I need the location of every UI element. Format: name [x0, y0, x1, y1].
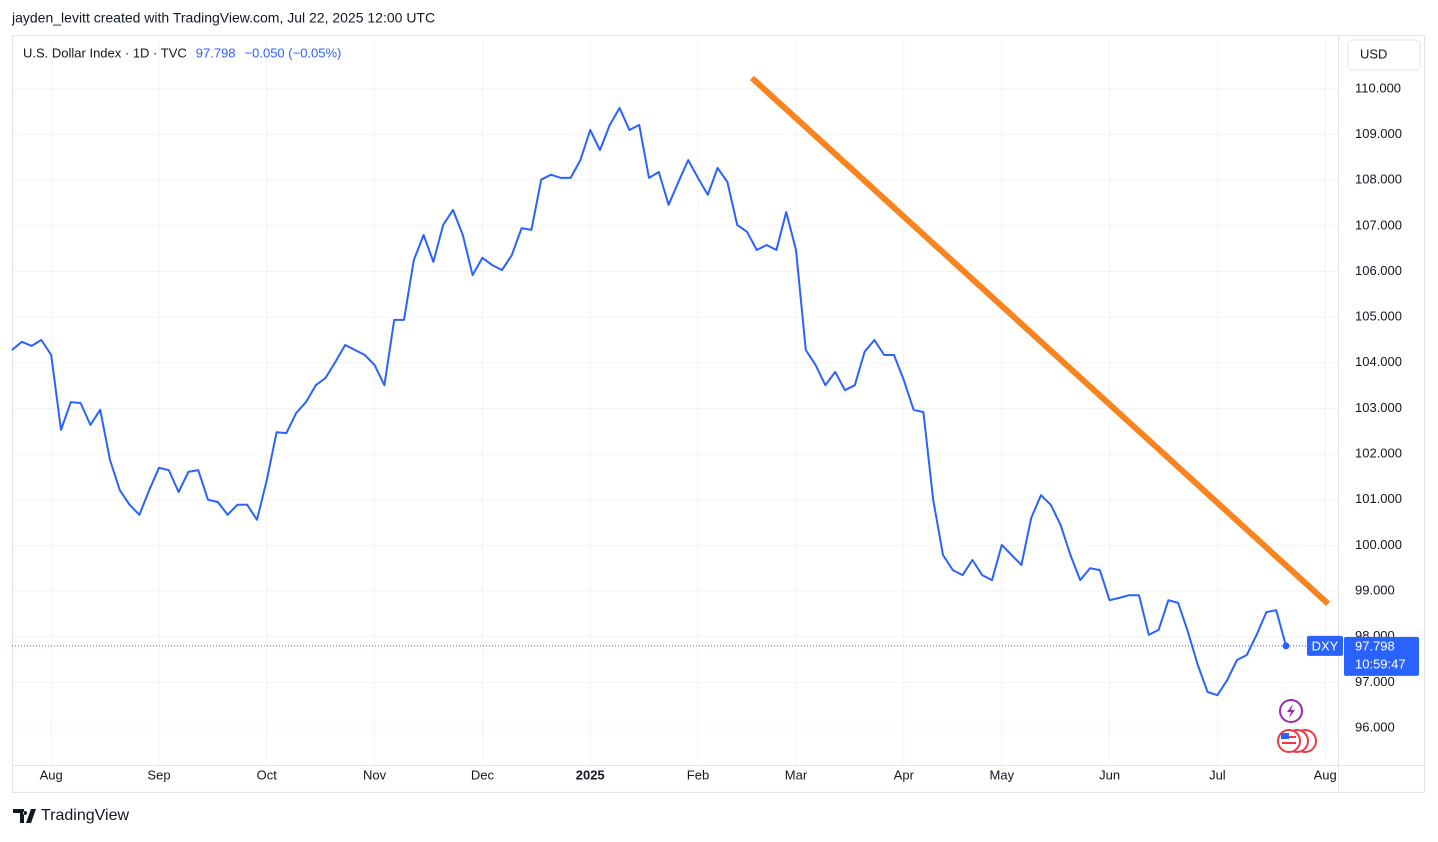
price-badge [1344, 636, 1419, 676]
x-tick-label: Nov [363, 767, 387, 782]
chart-frame [12, 35, 1425, 793]
x-tick-label: Sep [147, 767, 170, 782]
x-tick-label: Aug [40, 767, 63, 782]
y-tick-label: 97.000 [1355, 674, 1395, 689]
header: jayden_levitt created with TradingView.c… [11, 10, 435, 26]
brand-name: TradingView [41, 807, 129, 824]
y-tick-label: 106.000 [1355, 263, 1402, 278]
x-tick-label: Dec [471, 767, 495, 782]
price-label: 97.798 [1355, 638, 1395, 653]
event-icons [1277, 699, 1317, 753]
y-tick-label: 110.000 [1355, 80, 1401, 95]
brand: TradingView [13, 807, 129, 824]
currency-button[interactable] [1347, 39, 1421, 71]
trend-line [749, 75, 1331, 607]
legend-change: −0.050 (−0.05%) [245, 45, 342, 60]
y-tick-label: 109.000 [1355, 126, 1402, 141]
legend-price: 97.798 [196, 45, 236, 60]
y-tick-label: 103.000 [1355, 400, 1402, 415]
last-price-dot [1282, 642, 1290, 650]
x-tick-label: Jun [1099, 767, 1120, 782]
price-line [11, 107, 1287, 697]
x-tick-label: 2025 [576, 767, 605, 782]
y-tick-label: 107.000 [1355, 217, 1402, 232]
y-tick-label: 108.000 [1355, 172, 1402, 187]
x-tick-label: Aug [1314, 767, 1337, 782]
lightning [1287, 704, 1295, 718]
symbol-label: DXY [1312, 638, 1339, 653]
y-tick-label: 101.000 [1355, 491, 1402, 506]
countdown-label: 10:59:47 [1355, 656, 1406, 671]
y-tick-label: 96.000 [1355, 719, 1395, 734]
y-tick-label: 104.000 [1355, 354, 1402, 369]
x-tick-label: Jul [1209, 767, 1226, 782]
y-tick-label: 102.000 [1355, 446, 1402, 461]
y-tick-label: 100.000 [1355, 537, 1402, 552]
brand-logo [13, 809, 36, 823]
x-tick-label: May [990, 767, 1015, 782]
flag-stripe [1282, 742, 1296, 744]
symbol-badge [1307, 635, 1343, 656]
legend-title: U.S. Dollar Index · 1D · TVC [23, 45, 187, 60]
x-tick-label: Mar [785, 767, 808, 782]
y-tick-label: 99.000 [1355, 582, 1395, 597]
currency[interactable]: USD [1360, 46, 1387, 61]
x-tick-label: Feb [687, 767, 709, 782]
marks: 96.00097.00098.00099.000100.000101.00010… [11, 35, 1419, 782]
x-tick-label: Oct [257, 767, 278, 782]
x-tick-label: Apr [894, 767, 915, 782]
flag-canton [1281, 733, 1289, 739]
y-tick-label: 105.000 [1355, 309, 1402, 324]
